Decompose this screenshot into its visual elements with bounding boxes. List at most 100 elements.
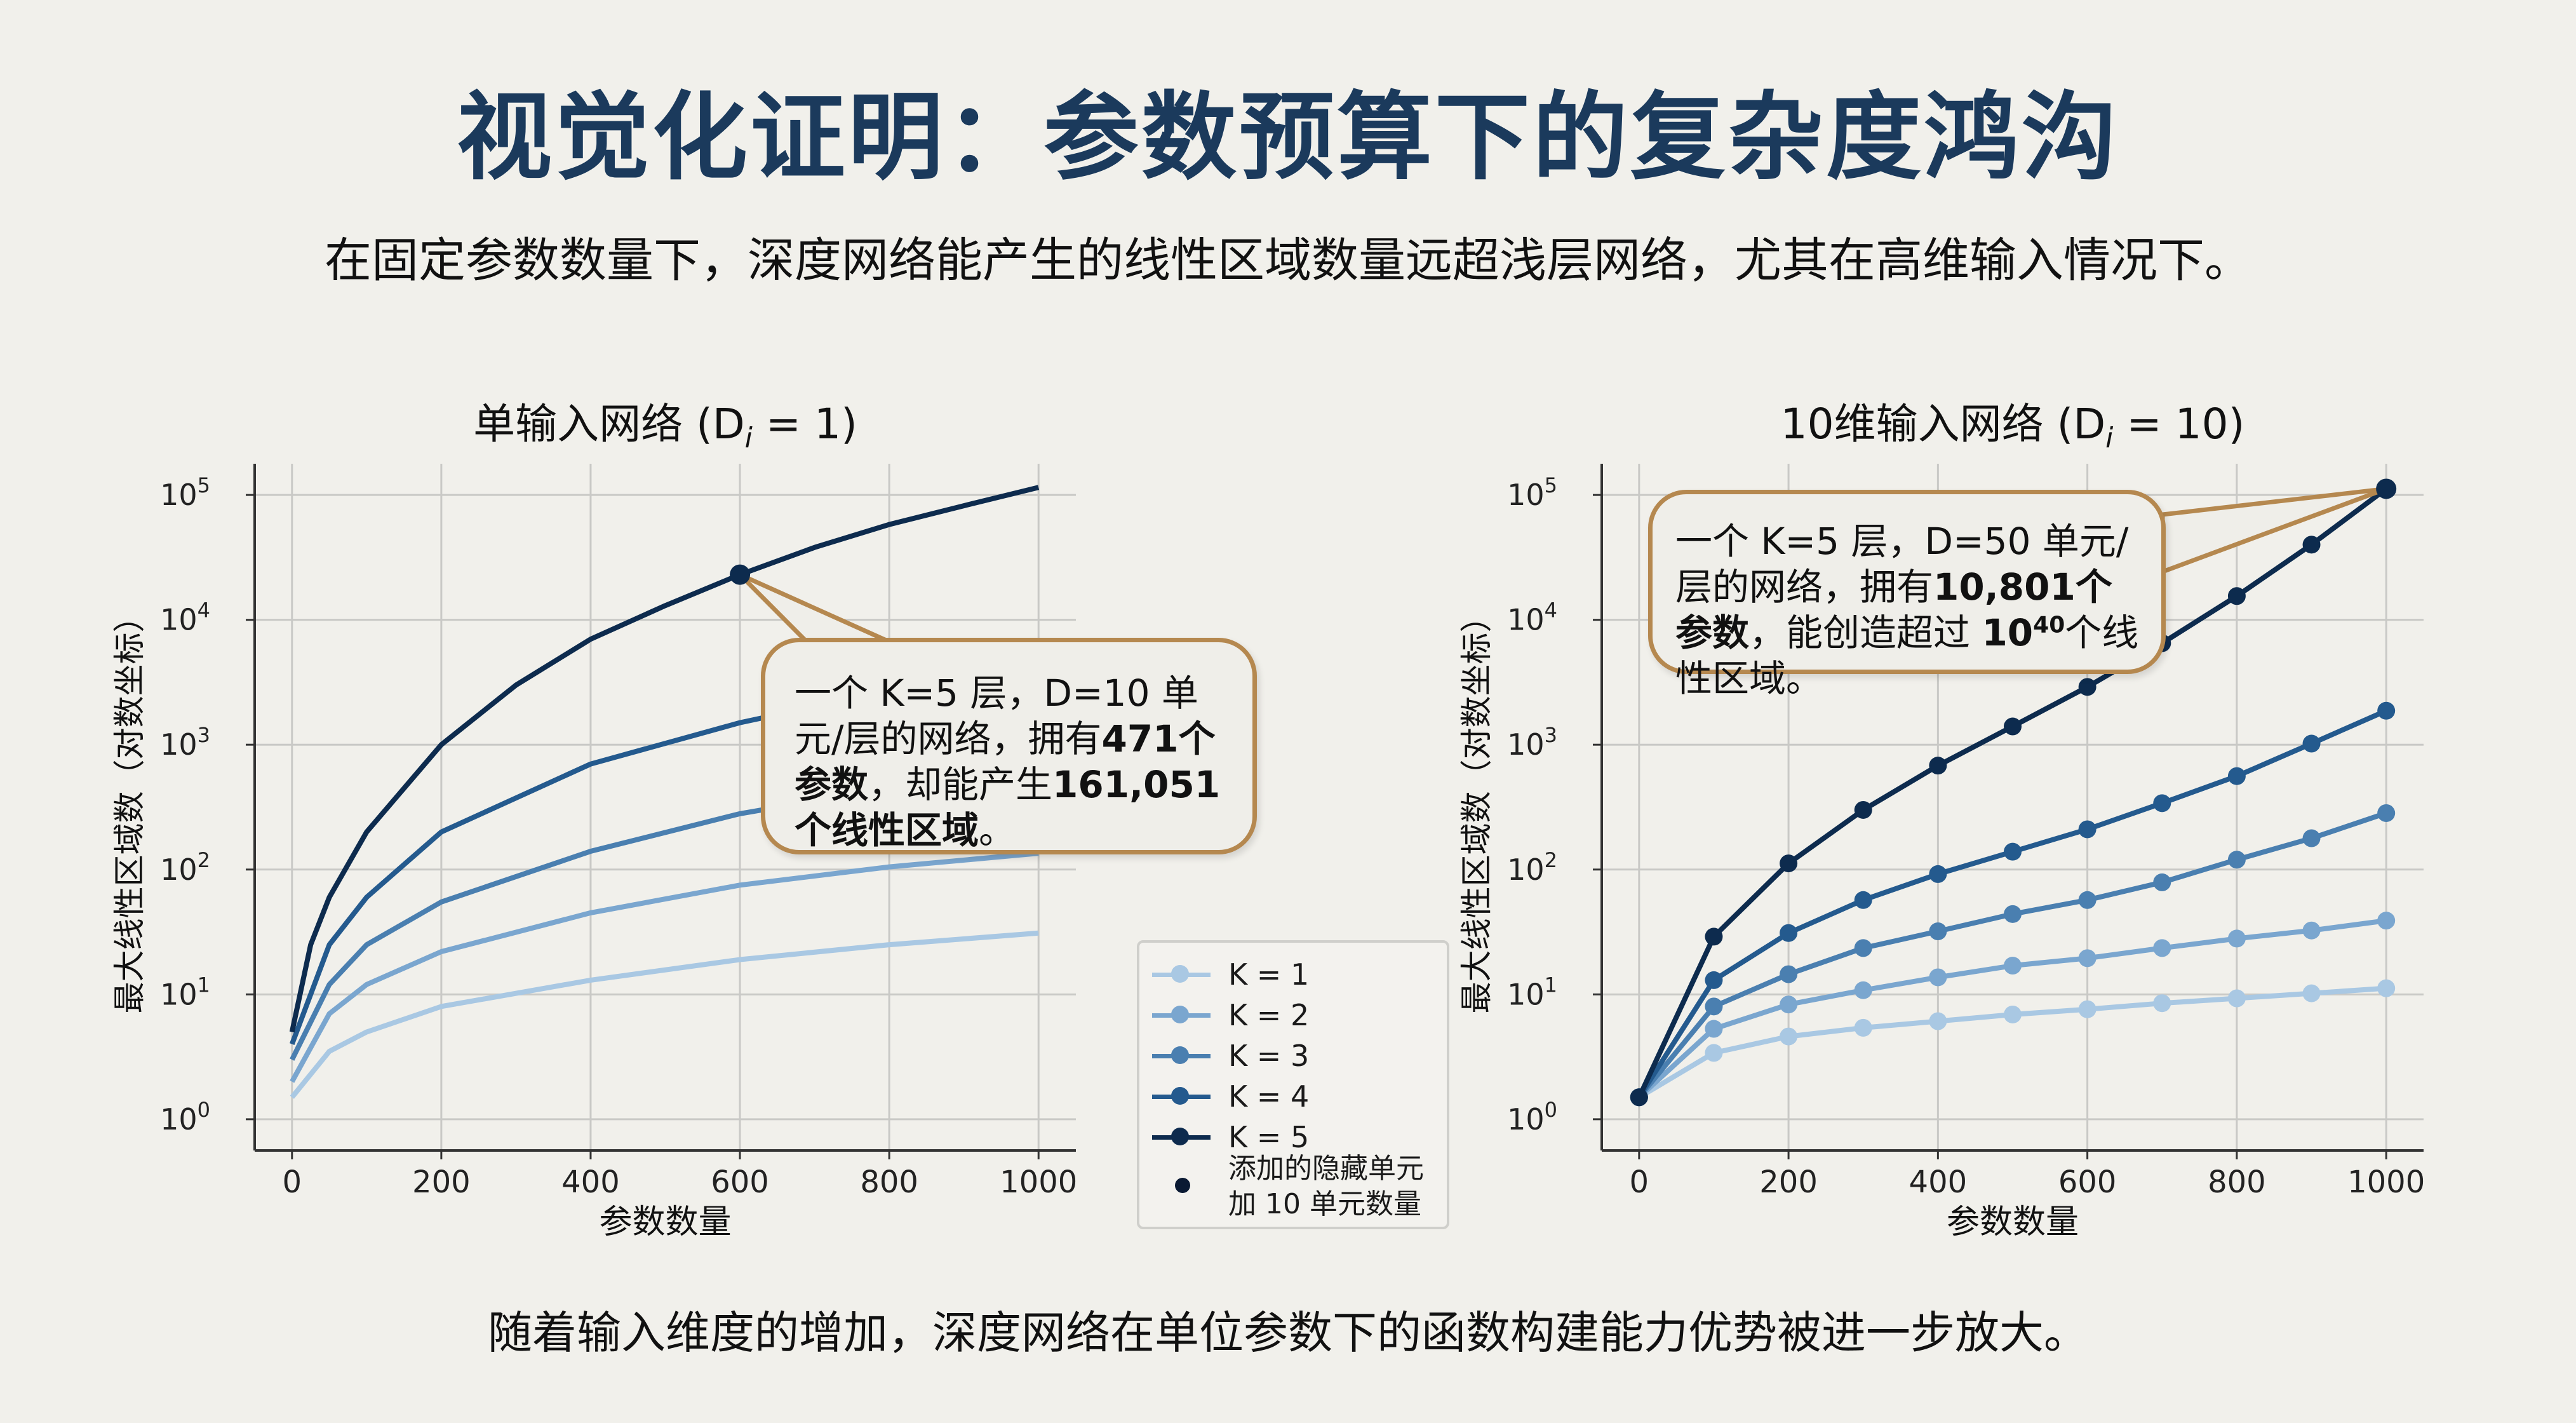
legend-item-k1: K = 1 — [1139, 955, 1447, 994]
legend-hidden-unit-line2: 加 10 单元数量 — [1228, 1188, 1421, 1220]
data-point-k5 — [1630, 1088, 1648, 1107]
x-tick-label: 400 — [561, 1164, 620, 1200]
data-point-k2 — [2227, 929, 2246, 948]
legend-item-k5: K = 5 — [1139, 1118, 1447, 1156]
series-line-k1 — [1637, 985, 2387, 1100]
data-point-k1 — [2377, 979, 2396, 997]
data-point-k5 — [2302, 536, 2321, 554]
y-tick-exponent: 5 — [1545, 473, 1557, 497]
chart-legend: K = 1 K = 2 K = 3 K = 4 K = 5 添加的隐藏单元加 1… — [1137, 940, 1449, 1229]
data-point-k1 — [2302, 984, 2321, 1002]
callout-text-segment: ，能创造超过 — [1749, 611, 1982, 654]
callout-text-segment: 161,051个线性区域 — [795, 763, 1221, 852]
legend-marker — [1171, 1046, 1189, 1064]
data-point-k4 — [1705, 971, 1723, 989]
data-point-k2 — [2302, 921, 2321, 940]
highlight-point — [730, 564, 751, 585]
x-tick-label: 1000 — [2347, 1164, 2425, 1200]
data-point-k1 — [1929, 1012, 1947, 1030]
x-tick-label: 200 — [412, 1164, 471, 1200]
data-point-k3 — [2377, 804, 2396, 822]
data-point-k1 — [2153, 994, 2171, 1013]
x-axis-label: 参数数量 — [1947, 1203, 2079, 1241]
callout-text-segment: 一个 K=5 层，D=50 单元/层的网络，拥有 — [1675, 520, 2129, 609]
series-line-k1 — [290, 930, 1039, 1099]
callout-text-segment: ，却能产生 — [868, 763, 1053, 806]
callout-left-annotation: 一个 K=5 层，D=10 单元/层的网络，拥有471个参数，却能产生161,0… — [761, 638, 1257, 854]
legend-marker — [1171, 965, 1189, 983]
legend-hidden-unit-label: 添加的隐藏单元加 10 单元数量 — [1228, 1151, 1444, 1222]
callout-text-segment: 。 — [979, 809, 1016, 852]
highlight-point — [2376, 478, 2397, 499]
x-tick-label: 0 — [1630, 1164, 1649, 1200]
data-point-k3 — [2153, 873, 2171, 891]
data-point-k1 — [2078, 1000, 2096, 1018]
y-tick-label: 100 — [1507, 1098, 1557, 1136]
page-subtitle: 在固定参数数量下，深度网络能产生的线性区域数量远超浅层网络，尤其在高维输入情况下… — [325, 233, 2251, 288]
x-tick-label: 600 — [2058, 1164, 2117, 1200]
callout-text-segment: 个线性区域。 — [1675, 611, 2139, 700]
data-point-k1 — [1705, 1044, 1723, 1062]
data-point-k1 — [2227, 989, 2246, 1008]
x-tick-label: 800 — [860, 1164, 918, 1200]
data-point-k5 — [2227, 587, 2246, 605]
chart-title-tail: = 10) — [2113, 400, 2244, 448]
legend-marker — [1171, 1087, 1189, 1105]
data-point-k5 — [1780, 854, 1798, 873]
legend-marker — [1171, 1128, 1189, 1145]
data-point-k3 — [1780, 965, 1798, 983]
y-tick-exponent: 3 — [198, 723, 210, 747]
callout-text-segment: 471个参数 — [795, 717, 1216, 806]
legend-hidden-unit-marker — [1175, 1178, 1190, 1193]
y-tick-label: 104 — [1507, 598, 1557, 637]
data-point-k5 — [2004, 717, 2022, 736]
data-point-k2 — [1929, 968, 1947, 987]
data-point-k4 — [1929, 865, 1947, 883]
x-tick-label: 0 — [282, 1164, 302, 1200]
y-tick-label: 101 — [1507, 973, 1557, 1011]
x-tick-label: 200 — [1759, 1164, 1818, 1200]
y-tick-label: 104 — [160, 598, 210, 637]
data-point-k4 — [2004, 842, 2022, 861]
chart-title: 单输入网络 (Di = 1) — [473, 400, 857, 454]
y-tick-exponent: 4 — [1545, 598, 1557, 623]
data-point-k3 — [2227, 851, 2246, 869]
data-point-k2 — [2078, 949, 2096, 968]
data-point-k2 — [1780, 995, 1798, 1014]
x-tick-label: 400 — [1909, 1164, 1968, 1200]
data-point-k5 — [2078, 678, 2096, 696]
data-point-k2 — [2377, 912, 2396, 930]
legend-hidden-unit-line1: 添加的隐藏单元 — [1228, 1152, 1424, 1185]
legend-label: K = 3 — [1228, 1039, 1310, 1073]
y-tick-label: 105 — [1507, 473, 1557, 512]
callout-text-segment: 一个 K=5 层，D=10 单元/层的网络，拥有 — [795, 671, 1198, 760]
data-point-k2 — [1705, 1020, 1723, 1038]
y-tick-exponent: 2 — [198, 848, 210, 872]
y-tick-exponent: 1 — [1545, 973, 1557, 997]
data-point-k4 — [2078, 820, 2096, 839]
y-tick-exponent: 3 — [1545, 723, 1557, 747]
legend-label: K = 4 — [1228, 1079, 1310, 1114]
legend-label: K = 1 — [1228, 957, 1310, 992]
data-point-k3 — [1854, 939, 1872, 957]
callout-pointer — [2160, 486, 2389, 574]
data-point-k4 — [1780, 924, 1798, 942]
data-point-k3 — [2302, 829, 2321, 847]
chart-title-subscript: i — [745, 422, 753, 454]
data-point-k3 — [2078, 891, 2096, 909]
callout-right-annotation: 一个 K=5 层，D=50 单元/层的网络，拥有10,801个参数，能创造超过 … — [1648, 490, 2166, 700]
legend-label: K = 5 — [1228, 1120, 1310, 1154]
chart-title-tail: = 1) — [753, 400, 857, 448]
y-tick-label: 102 — [1507, 848, 1557, 887]
data-point-k3 — [2004, 905, 2022, 923]
x-axis-label: 参数数量 — [599, 1203, 731, 1241]
legend-item-k3: K = 3 — [1139, 1037, 1447, 1075]
legend-label: K = 2 — [1228, 998, 1310, 1032]
data-point-k2 — [2004, 957, 2022, 975]
data-point-k4 — [2153, 794, 2171, 813]
data-point-k4 — [2227, 767, 2246, 785]
series-line-k2 — [290, 851, 1039, 1083]
y-tick-exponent: 4 — [198, 598, 210, 623]
